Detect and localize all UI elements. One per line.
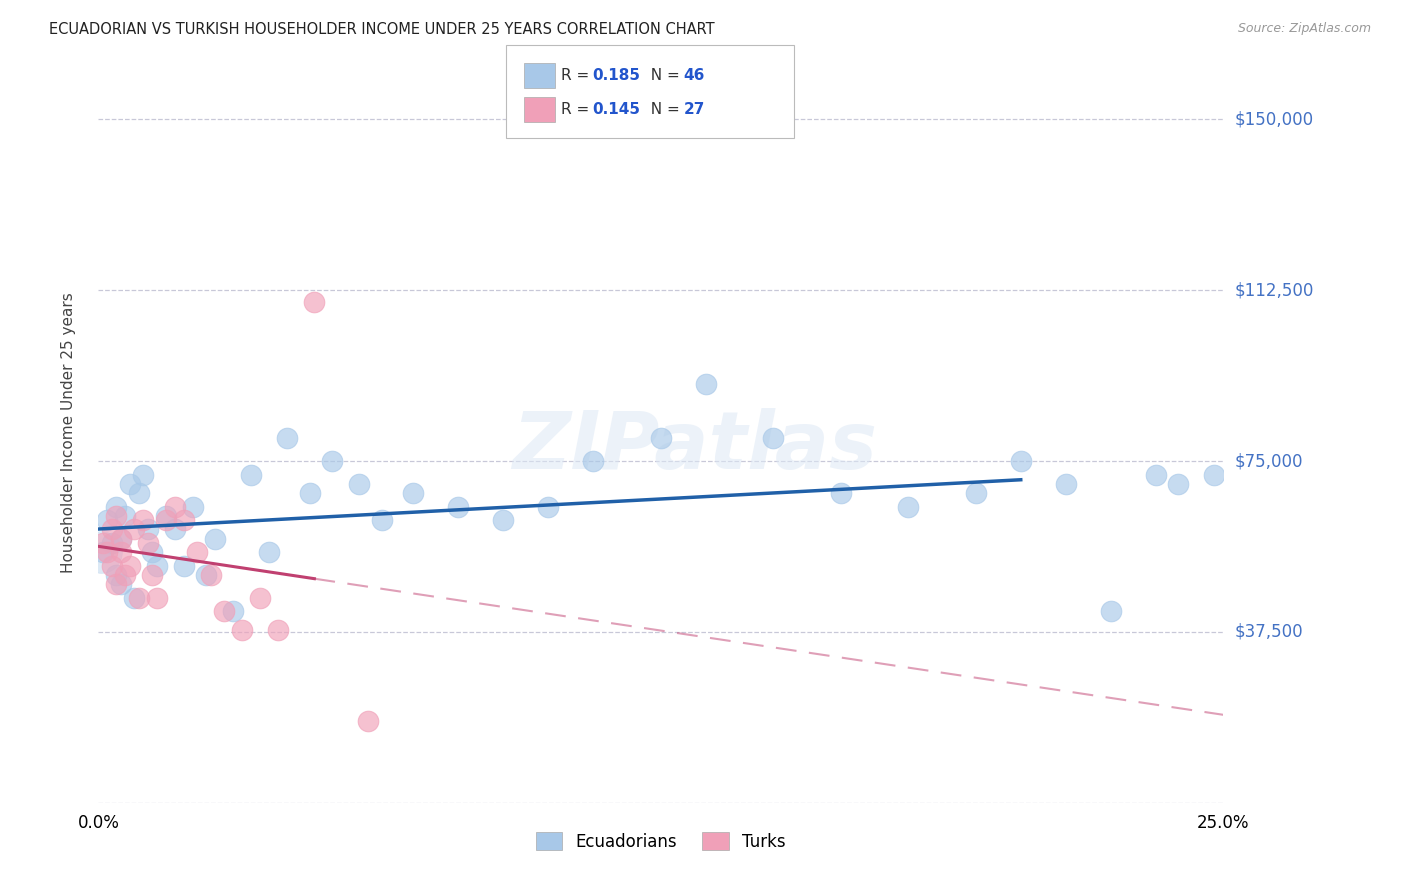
Point <box>1099 604 1122 618</box>
Point <box>200 568 222 582</box>
Text: ZIPatlas: ZIPatlas <box>512 409 877 486</box>
Y-axis label: Householder Income Under 25 years: Householder Income Under 25 years <box>62 293 76 573</box>
Point <box>128 486 150 500</box>
Point <box>1010 454 1032 468</box>
Point <box>173 513 195 527</box>
Text: R =: R = <box>561 69 595 83</box>
Point <box>349 476 371 491</box>
Text: $112,500: $112,500 <box>1234 281 1313 299</box>
Point <box>897 500 920 514</box>
Point <box>101 523 124 537</box>
Point <box>371 513 394 527</box>
Point <box>136 523 159 537</box>
Point <box>181 500 204 514</box>
Point <box>304 294 326 309</box>
Point <box>173 558 195 573</box>
Point <box>965 486 987 500</box>
Point <box>222 604 245 618</box>
Point <box>204 532 226 546</box>
Legend: Ecuadorians, Turks: Ecuadorians, Turks <box>529 825 793 857</box>
Point <box>1167 476 1189 491</box>
Point <box>105 577 128 591</box>
Point <box>118 476 141 491</box>
Point <box>110 532 132 546</box>
Text: R =: R = <box>561 103 595 117</box>
Point <box>402 486 425 500</box>
Text: $150,000: $150,000 <box>1234 111 1313 128</box>
Point <box>267 623 290 637</box>
Point <box>195 568 218 582</box>
Point <box>110 577 132 591</box>
Point <box>1144 467 1167 482</box>
Point <box>163 523 186 537</box>
Point <box>146 591 169 605</box>
Text: 0.185: 0.185 <box>592 69 640 83</box>
Point <box>105 500 128 514</box>
Point <box>110 545 132 559</box>
Point <box>1054 476 1077 491</box>
Point <box>118 558 141 573</box>
Point <box>830 486 852 500</box>
Point <box>762 431 785 445</box>
Point <box>124 591 146 605</box>
Point <box>155 513 177 527</box>
Point <box>90 545 112 559</box>
Point <box>695 376 717 391</box>
Point <box>124 523 146 537</box>
Point <box>132 513 155 527</box>
Point <box>128 591 150 605</box>
Point <box>132 467 155 482</box>
Point <box>321 454 343 468</box>
Point <box>101 536 124 550</box>
Point <box>163 500 186 514</box>
Point <box>249 591 271 605</box>
Point <box>298 486 321 500</box>
Point <box>259 545 281 559</box>
Text: 0.145: 0.145 <box>592 103 640 117</box>
Point <box>231 623 253 637</box>
Point <box>492 513 515 527</box>
Point <box>101 558 124 573</box>
Point <box>136 536 159 550</box>
Point <box>141 545 163 559</box>
Text: 27: 27 <box>683 103 704 117</box>
Point <box>155 508 177 523</box>
Point <box>114 568 136 582</box>
Point <box>146 558 169 573</box>
Point <box>91 545 114 559</box>
Point <box>141 568 163 582</box>
Point <box>91 536 114 550</box>
Text: $75,000: $75,000 <box>1234 452 1303 470</box>
Point <box>357 714 380 728</box>
Text: N =: N = <box>641 103 685 117</box>
Text: Source: ZipAtlas.com: Source: ZipAtlas.com <box>1237 22 1371 36</box>
Point <box>186 545 208 559</box>
Text: N =: N = <box>641 69 685 83</box>
Point <box>537 500 560 514</box>
Text: ECUADORIAN VS TURKISH HOUSEHOLDER INCOME UNDER 25 YEARS CORRELATION CHART: ECUADORIAN VS TURKISH HOUSEHOLDER INCOME… <box>49 22 714 37</box>
Point <box>105 508 128 523</box>
Point <box>110 532 132 546</box>
Point <box>114 508 136 523</box>
Point <box>240 467 263 482</box>
Point <box>96 513 118 527</box>
Point <box>582 454 605 468</box>
Point <box>447 500 470 514</box>
Point <box>650 431 672 445</box>
Point <box>96 545 118 559</box>
Point <box>105 568 128 582</box>
Text: $37,500: $37,500 <box>1234 623 1303 641</box>
Point <box>214 604 236 618</box>
Text: 46: 46 <box>683 69 704 83</box>
Point <box>276 431 298 445</box>
Point <box>1204 467 1226 482</box>
